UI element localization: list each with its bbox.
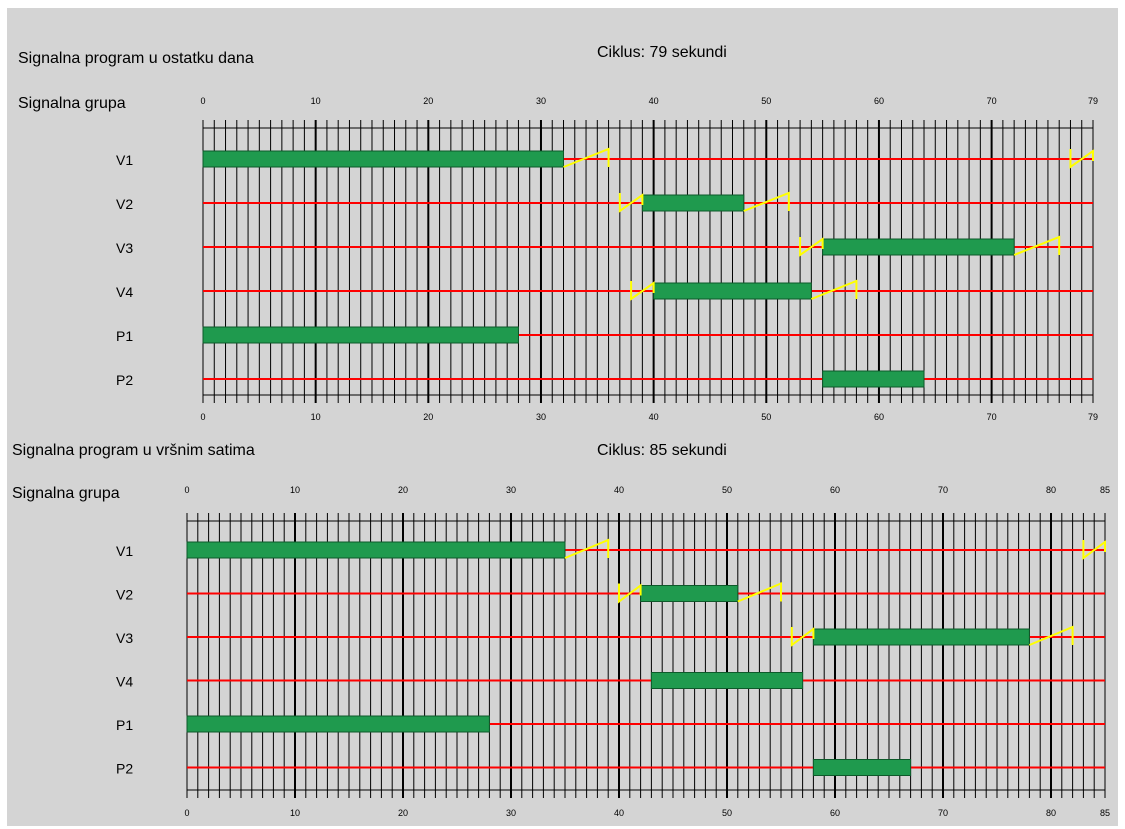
tick-label-bottom: 70 (938, 808, 948, 818)
diagram-2-title: Signalna program u vršnim satima (12, 442, 255, 459)
red-yellow-phase-mark (1069, 149, 1094, 169)
diagram-2-timing-chart: 0 0 10 10 20 20 30 30 40 40 50 50 60 60 70 70 80 80 85 85 V1… (116, 485, 1110, 818)
signal-group-label: V2 (116, 587, 133, 603)
tick-label-bottom: 0 (200, 412, 205, 422)
tick-label-top: 60 (830, 485, 840, 495)
tick-label-bottom: 20 (423, 412, 433, 422)
green-phase-bar (640, 585, 739, 602)
tick-label-top: 10 (290, 485, 300, 495)
tick-label-top: 0 (200, 96, 205, 106)
diagram-canvas: Signalna program u ostatku dana Ciklus: … (7, 8, 1118, 826)
signal-group-label: V1 (116, 543, 133, 559)
tick-label-bottom: 10 (311, 412, 321, 422)
tick-label-top: 80 (1046, 485, 1056, 495)
tick-label-top: 50 (722, 485, 732, 495)
tick-label-bottom: 50 (722, 808, 732, 818)
signal-group-label: V3 (116, 240, 133, 256)
yellow-phase-ramp (810, 279, 858, 300)
tick-label-bottom: 10 (290, 808, 300, 818)
yellow-phase-ramp (563, 147, 610, 168)
signal-group-label: P1 (116, 328, 133, 344)
signal-group-label: P1 (116, 717, 133, 733)
tick-label-bottom: 30 (536, 412, 546, 422)
signal-group-label: V4 (116, 674, 133, 690)
green-phase-bar (202, 326, 519, 344)
tick-label-bottom: 79 (1088, 412, 1098, 422)
tick-label-bottom: 40 (649, 412, 659, 422)
tick-label-bottom: 40 (614, 808, 624, 818)
green-phase-bar (812, 759, 912, 776)
signal-group-label: P2 (116, 761, 133, 777)
signal-group-label: V1 (116, 152, 133, 168)
signal-group-label: V3 (116, 630, 133, 646)
red-yellow-phase-mark (799, 237, 824, 257)
green-phase-bar (186, 541, 566, 559)
diagram-1-cycle: Ciklus: 79 sekundi (597, 44, 727, 61)
diagram-1-title: Signalna program u ostatku dana (18, 50, 254, 67)
tick-label-top: 40 (614, 485, 624, 495)
tick-label-top: 20 (398, 485, 408, 495)
diagram-1-group-header: Signalna grupa (18, 95, 126, 112)
signal-group-label: V4 (116, 284, 133, 300)
tick-label-top: 20 (423, 96, 433, 106)
yellow-phase-ramp (737, 582, 782, 603)
tick-label-bottom: 50 (761, 412, 771, 422)
tick-label-bottom: 60 (874, 412, 884, 422)
diagram-1-timing-chart: 0 0 10 10 20 20 30 30 40 40 50 50 60 60 70 70 79 79 V1 V2 V3… (116, 96, 1098, 422)
tick-label-top: 70 (938, 485, 948, 495)
diagram-2-group-header: Signalna grupa (12, 485, 120, 502)
red-yellow-phase-mark (618, 583, 642, 604)
green-phase-bar (822, 370, 925, 388)
tick-label-top: 40 (649, 96, 659, 106)
tick-label-bottom: 0 (184, 808, 189, 818)
red-yellow-phase-mark (630, 281, 655, 301)
yellow-phase-ramp (564, 538, 610, 559)
tick-label-top: 60 (874, 96, 884, 106)
tick-label-top: 30 (506, 485, 516, 495)
tick-label-top: 30 (536, 96, 546, 106)
tick-label-bottom: 30 (506, 808, 516, 818)
tick-label-top: 10 (311, 96, 321, 106)
yellow-phase-ramp (1029, 625, 1074, 646)
signal-group-label: V2 (116, 196, 133, 212)
signal-group-label: P2 (116, 372, 133, 388)
tick-label-top: 0 (184, 485, 189, 495)
green-phase-bar (812, 628, 1030, 646)
red-yellow-phase-mark (618, 193, 644, 213)
green-phase-bar (650, 672, 804, 689)
tick-label-bottom: 80 (1046, 808, 1056, 818)
green-phase-bar (186, 715, 490, 733)
tick-label-bottom: 70 (987, 412, 997, 422)
tick-label-bottom: 20 (398, 808, 408, 818)
tick-label-bottom: 60 (830, 808, 840, 818)
tick-label-top: 85 (1100, 485, 1110, 495)
tick-label-top: 79 (1088, 96, 1098, 106)
tick-label-top: 70 (987, 96, 997, 106)
diagram-2-cycle: Ciklus: 85 sekundi (597, 442, 727, 459)
red-yellow-phase-mark (1082, 540, 1106, 560)
tick-label-bottom: 85 (1100, 808, 1110, 818)
red-yellow-phase-mark (790, 627, 815, 647)
yellow-phase-ramp (1013, 235, 1061, 256)
yellow-phase-ramp (743, 191, 790, 212)
green-phase-bar (202, 150, 565, 168)
tick-label-top: 50 (761, 96, 771, 106)
